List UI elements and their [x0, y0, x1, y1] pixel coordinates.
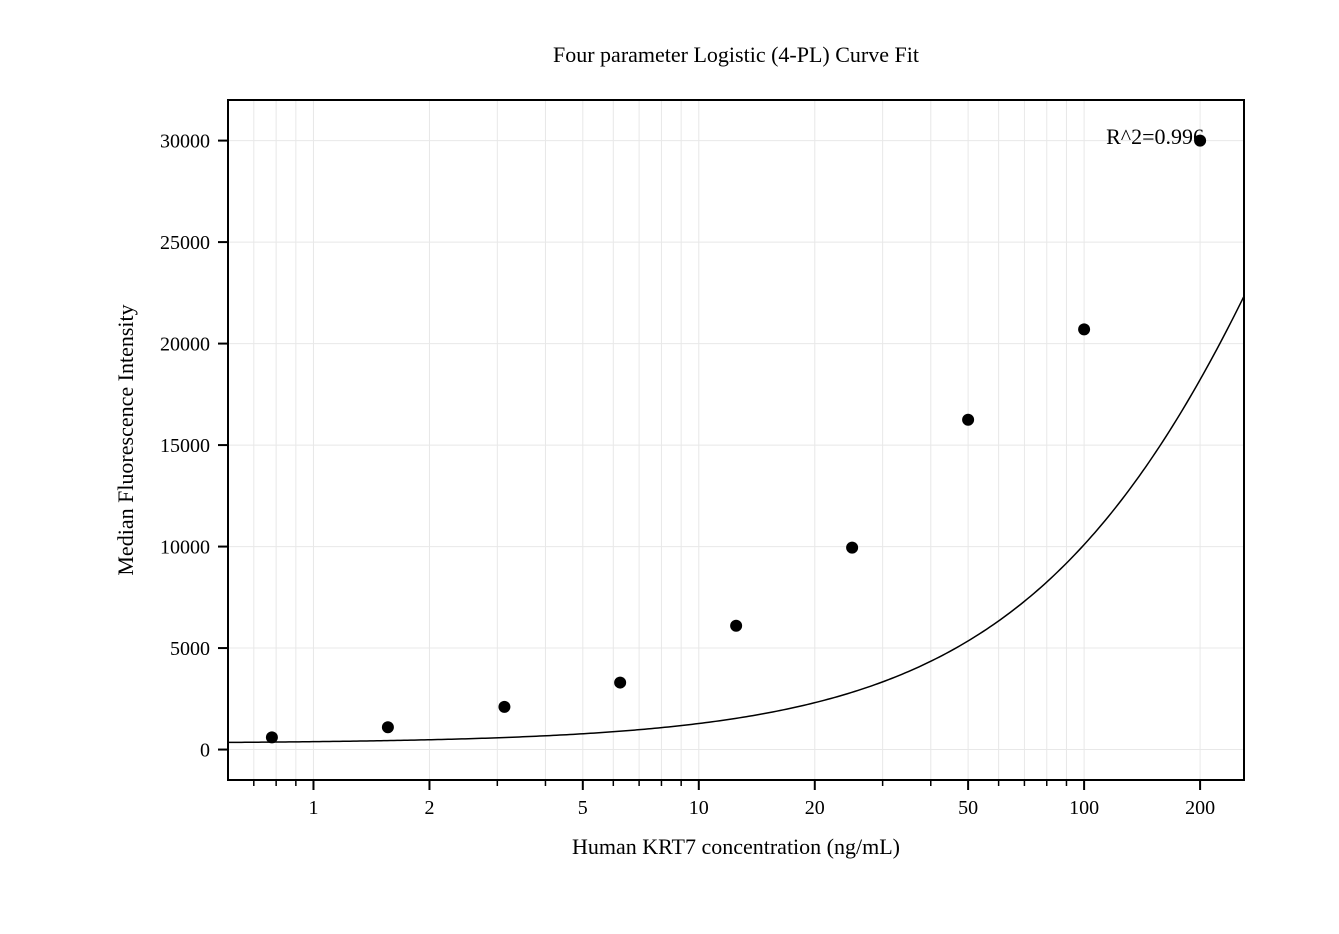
chart-container: 1 2 5 10 20 50 100 200 0 5000 10000 15000 20000 25000… [0, 0, 1339, 934]
x-tick-label: 10 [689, 797, 709, 819]
y-tick-label: 30000 [160, 131, 210, 153]
y-tick-label: 0 [200, 740, 210, 762]
x-tick-label: 100 [1069, 797, 1099, 819]
x-tick-label: 2 [424, 797, 434, 819]
x-tick-label: 200 [1185, 797, 1215, 819]
chart-title: Four parameter Logistic (4-PL) Curve Fit [553, 42, 919, 67]
data-point [730, 620, 742, 632]
y-tick-label: 5000 [170, 638, 210, 660]
data-point [614, 677, 626, 689]
x-tick-label: 20 [805, 797, 825, 819]
data-point [498, 701, 510, 713]
y-axis-label: Median Fluorescence Intensity [113, 304, 138, 575]
data-point [266, 731, 278, 743]
x-tick-label: 5 [578, 797, 588, 819]
x-tick-label: 1 [308, 797, 318, 819]
x-tick-label: 50 [958, 797, 978, 819]
y-tick-label: 25000 [160, 232, 210, 254]
x-axis-label: Human KRT7 concentration (ng/mL) [572, 834, 900, 859]
y-tick-label: 10000 [160, 537, 210, 559]
curve-fit-chart: 1 2 5 10 20 50 100 200 0 5000 10000 15000 20000 25000… [0, 0, 1339, 934]
y-tick-label: 20000 [160, 334, 210, 356]
data-point [846, 542, 858, 554]
r-squared-annotation: R^2=0.996 [1106, 124, 1204, 149]
data-point [962, 414, 974, 426]
data-point [382, 721, 394, 733]
y-tick-label: 15000 [160, 435, 210, 457]
data-point [1078, 323, 1090, 335]
